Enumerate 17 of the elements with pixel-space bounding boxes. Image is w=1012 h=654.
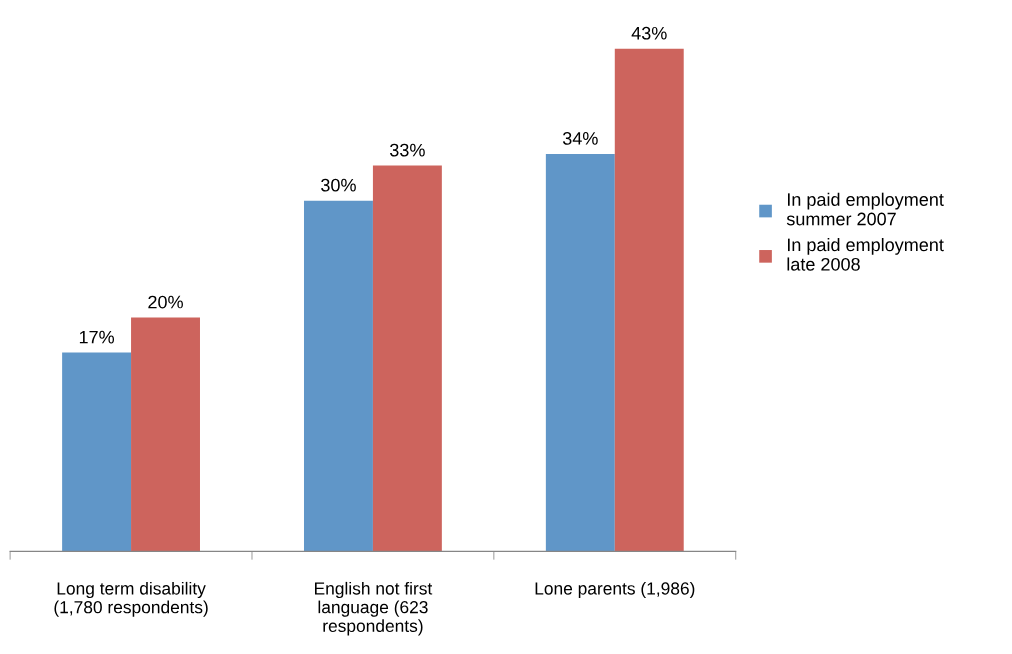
bar — [372, 165, 442, 552]
bar — [303, 200, 373, 552]
legend-label: In paid employment late 2008 — [787, 237, 944, 271]
bar — [545, 153, 615, 552]
data-label: 34% — [562, 132, 598, 145]
bar — [62, 352, 132, 552]
data-label: 33% — [390, 143, 425, 157]
x-tick-label: Lone parents (1,986) — [535, 581, 695, 599]
data-label: 30% — [321, 178, 356, 192]
x-tick-label: English not first language (623 respondents) — [315, 581, 433, 636]
data-label: 17% — [79, 330, 115, 344]
bar — [614, 48, 684, 552]
data-label: 43% — [631, 26, 667, 40]
legend-label: In paid employment summer 2007 — [786, 192, 944, 226]
data-label: 20% — [148, 295, 183, 309]
x-tick-label: Long term disability (1,780 respondents) — [54, 581, 208, 617]
bar — [131, 317, 200, 552]
